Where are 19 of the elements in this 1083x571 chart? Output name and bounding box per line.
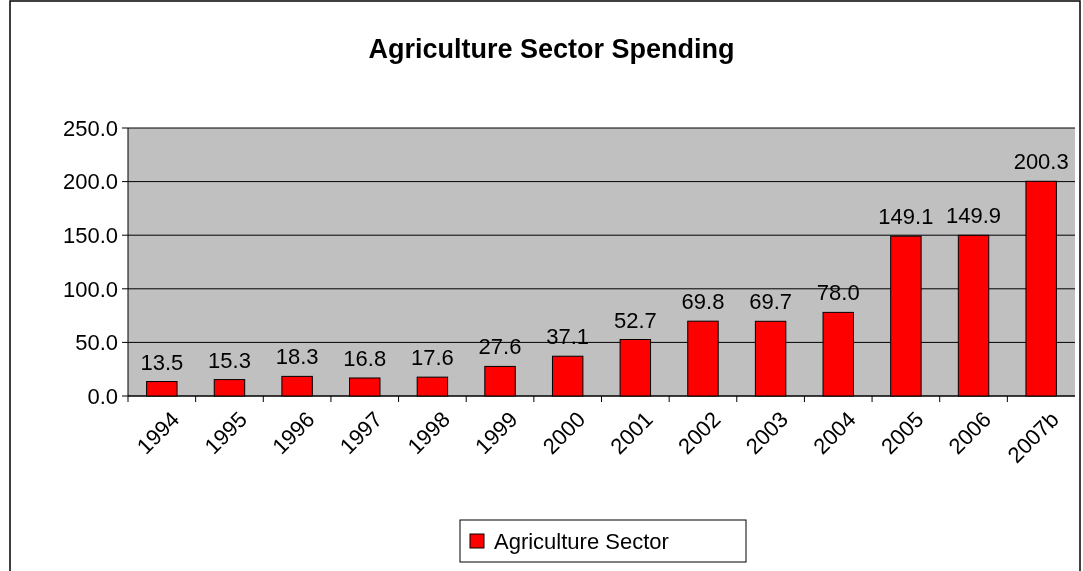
y-tick-label: 0.0 xyxy=(87,383,118,409)
text: 52.7 xyxy=(613,307,657,333)
text: 16.8 xyxy=(343,345,387,371)
legend-label: Agriculture Sector xyxy=(494,528,669,554)
text: 149.1 xyxy=(878,204,934,230)
text: 200.3 xyxy=(1013,149,1069,175)
text: 17.6 xyxy=(410,345,454,371)
text: 69.8 xyxy=(681,289,725,315)
chart-title: Agriculture Sector Spending xyxy=(368,34,735,64)
y-tick-label: 50.0 xyxy=(75,330,118,356)
text: 69.7 xyxy=(749,289,793,315)
y-tick-label: 100.0 xyxy=(62,276,118,302)
text: 149.9 xyxy=(946,203,1002,229)
text: 18.3 xyxy=(275,344,319,370)
text: 13.5 xyxy=(140,349,184,375)
text: 15.3 xyxy=(208,347,251,373)
y-tick-label: 150.0 xyxy=(62,222,118,248)
y-tick-label: 200.0 xyxy=(62,169,118,195)
y-tick-label: 250.0 xyxy=(62,115,118,141)
